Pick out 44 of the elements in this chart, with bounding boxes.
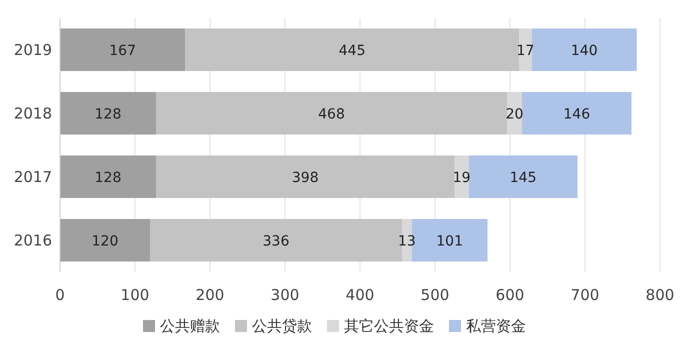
x-tick-label: 800: [646, 286, 674, 304]
bar: [519, 28, 532, 72]
y-tick-label: 2017: [14, 168, 52, 186]
data-label: 13: [398, 233, 416, 250]
data-label: 19: [452, 170, 471, 186]
data-label: 146: [563, 106, 590, 122]
data-label: 167: [109, 42, 136, 59]
bar: [522, 92, 632, 135]
data-label: 128: [94, 170, 122, 186]
x-tick-label: 700: [570, 286, 600, 304]
bar: [60, 218, 150, 262]
x-tick-label: 300: [270, 286, 300, 304]
data-label: 120: [92, 233, 118, 250]
data-label: 145: [510, 170, 536, 186]
x-tick-label: 600: [496, 286, 524, 304]
data-label: 398: [292, 170, 319, 186]
bar: [60, 155, 156, 198]
x-tick-label: 500: [420, 286, 450, 304]
x-tick-label: 400: [346, 286, 374, 304]
data-label: 336: [262, 233, 290, 250]
bar: [185, 28, 519, 72]
y-tick-label: 2016: [14, 231, 52, 250]
bar: [532, 28, 637, 72]
data-label: 140: [570, 42, 598, 59]
y-tick-label: 2019: [14, 40, 52, 59]
data-label: 445: [338, 42, 366, 59]
data-label: 17: [516, 42, 534, 59]
data-label: 128: [94, 106, 122, 122]
data-label: 101: [436, 233, 463, 250]
legend-label: 公共贷款: [252, 317, 312, 335]
data-label: 468: [318, 106, 345, 122]
bar: [468, 155, 578, 198]
x-tick-label: 100: [120, 286, 150, 304]
legend-label: 公共赠款: [160, 317, 220, 335]
legend-label: 其它公共资金: [344, 317, 434, 335]
bar: [60, 28, 186, 72]
bar: [60, 92, 156, 135]
bar: [156, 92, 507, 135]
data-label: 20: [506, 106, 524, 122]
legend-label: 私营资金: [466, 317, 526, 335]
bar: [156, 155, 454, 198]
x-tick-label: 0: [55, 286, 65, 304]
x-tick-label: 200: [196, 286, 224, 304]
y-tick-label: 2018: [14, 104, 52, 122]
